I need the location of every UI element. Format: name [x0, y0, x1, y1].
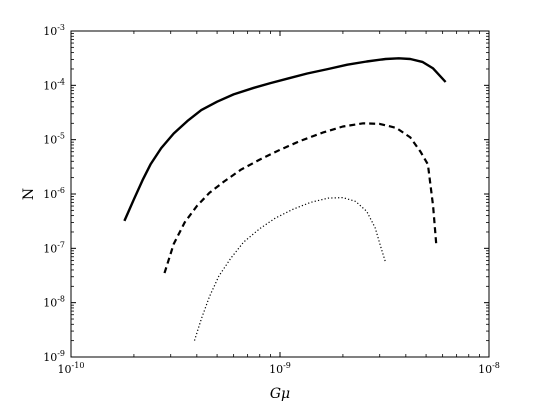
x-axis-label: Gμ	[270, 386, 290, 402]
y-tick-label: 10-8	[43, 295, 65, 310]
y-tick-label: 10-7	[43, 240, 65, 255]
y-tick-label: 10-5	[43, 132, 65, 147]
series-group	[123, 57, 447, 341]
series-line-dotted	[193, 197, 387, 341]
x-tick-label: 10-9	[269, 361, 291, 376]
y-tick-label: 10-4	[43, 77, 65, 92]
y-axis-label: N	[21, 188, 37, 200]
tick-group: 10-10 10-9 10-810-910-810-710-610-510-410-…	[43, 23, 500, 376]
series-line-solid	[123, 57, 447, 222]
y-tick-label: 10-9	[43, 349, 65, 364]
x-tick-label: 10-8	[478, 361, 500, 376]
y-tick-label: 10-3	[43, 23, 65, 38]
x-tick-label: 10-10	[58, 361, 85, 376]
series-line-dashed	[163, 122, 438, 274]
y-tick-label: 10-6	[43, 186, 65, 201]
